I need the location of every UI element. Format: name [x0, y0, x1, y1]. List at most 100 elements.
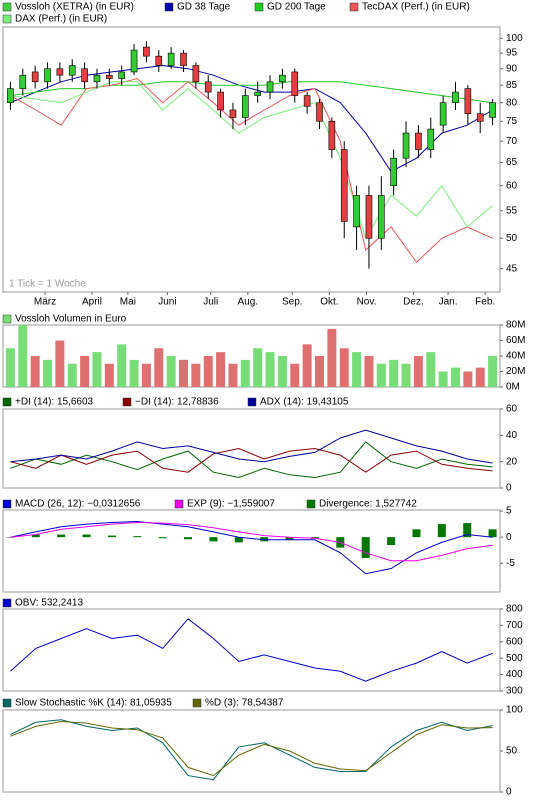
- candle-body: [316, 102, 323, 122]
- candle-body: [106, 74, 113, 79]
- y-tick-label: 0: [506, 532, 512, 543]
- divergence-bar: [184, 537, 193, 540]
- candle-body: [192, 65, 200, 83]
- divergence-bar: [463, 523, 472, 538]
- legend-swatch: [2, 314, 12, 324]
- x-tick-label: Aug.: [238, 297, 259, 308]
- volume-bar: [43, 359, 53, 387]
- volume-bar: [314, 356, 324, 387]
- legend-swatch: [2, 598, 12, 608]
- volume-bar: [426, 352, 436, 387]
- divergence-bar: [31, 534, 40, 538]
- x-tick-label: Juli: [203, 297, 218, 308]
- legend-label: Vossloh Volumen in Euro: [15, 314, 127, 325]
- legend-label: +DI (14): 15,6603: [15, 397, 94, 408]
- line-series: [10, 441, 493, 479]
- candle-body: [31, 71, 39, 83]
- legend-label: Vossloh (XETRA) (in EUR): [15, 2, 134, 13]
- y-tick-label: 40: [506, 430, 518, 441]
- y-tick-label: 100: [506, 705, 523, 716]
- legend-swatch: [2, 397, 12, 407]
- candle-body: [155, 55, 163, 66]
- y-tick-label: 20: [506, 456, 518, 467]
- candle-body: [93, 74, 101, 83]
- y-tick-label: 100: [506, 33, 523, 44]
- y-tick-label: 20M: [506, 366, 525, 377]
- volume-bar: [154, 348, 164, 387]
- legend-label: Slow Stochastic %K (14): 81,05935: [15, 698, 172, 709]
- volume-bar: [92, 352, 102, 387]
- volume-bar: [463, 371, 473, 387]
- candle-body: [143, 46, 150, 57]
- y-tick-label: 50: [506, 233, 518, 244]
- candle-body: [204, 81, 212, 93]
- volume-bar: [265, 352, 275, 387]
- legend-label: Divergence: 1,527742: [319, 499, 417, 510]
- y-tick-label: 400: [506, 669, 523, 680]
- volume-bar: [277, 356, 287, 387]
- legend-swatch: [192, 698, 202, 708]
- divergence-bar: [209, 537, 218, 542]
- legend-swatch: [2, 2, 12, 12]
- y-tick-label: 95: [506, 48, 518, 59]
- y-tick-label: 40M: [506, 351, 525, 362]
- y-tick-label: 800: [506, 604, 523, 615]
- plot-frame: [2, 26, 501, 293]
- candle-body: [402, 132, 410, 159]
- volume-bar: [80, 356, 90, 387]
- legend-label: MACD (26, 12): −0,0312656: [15, 499, 141, 510]
- volume-bar: [67, 363, 77, 387]
- line-series: [10, 521, 493, 562]
- divergence-bar: [412, 529, 421, 538]
- candle-body: [353, 195, 360, 228]
- candle-body: [439, 102, 447, 126]
- divergence-bar: [285, 537, 294, 540]
- divergence-bar: [57, 534, 66, 538]
- y-tick-label: 600: [506, 636, 523, 647]
- candle-body: [427, 128, 435, 150]
- y-tick-label: 90: [506, 63, 518, 74]
- legend-swatch: [122, 397, 132, 407]
- y-tick-label: 80: [506, 97, 518, 108]
- divergence-bar: [158, 537, 167, 539]
- legend-swatch: [164, 2, 174, 12]
- volume-bar: [240, 359, 250, 387]
- divergence-bar: [234, 537, 243, 543]
- volume-bar: [203, 356, 213, 387]
- candle-body: [279, 74, 286, 83]
- candle-body: [476, 113, 484, 122]
- candle-body: [415, 132, 422, 150]
- volume-bar: [216, 352, 226, 387]
- volume-bar: [401, 363, 411, 387]
- legend-swatch: [2, 698, 12, 708]
- legend-swatch: [247, 397, 257, 407]
- divergence-bar: [6, 537, 15, 538]
- line-series: [10, 429, 493, 464]
- legend-swatch: [349, 2, 359, 12]
- candle-body: [254, 91, 261, 96]
- legend-label: OBV: 532,2413: [15, 598, 83, 609]
- divergence-bar: [488, 529, 497, 538]
- candle-body: [217, 91, 224, 111]
- legend-swatch: [174, 499, 184, 509]
- divergence-bar: [133, 536, 142, 538]
- y-tick-label: 85: [506, 80, 518, 91]
- divergence-bar: [437, 524, 446, 538]
- volume-bar: [55, 340, 65, 387]
- legend-swatch: [306, 499, 316, 509]
- plot-frame: [2, 509, 501, 593]
- volume-bar: [141, 363, 151, 387]
- y-tick-label: 45: [506, 263, 518, 274]
- candle-body: [68, 65, 76, 76]
- volume-bar: [117, 344, 127, 387]
- divergence-bar: [107, 535, 116, 538]
- y-tick-label: 0: [506, 787, 512, 798]
- volume-bar: [413, 356, 423, 387]
- volume-bar: [228, 363, 238, 387]
- y-tick-label: -5: [506, 558, 515, 569]
- volume-bar: [376, 363, 386, 387]
- y-tick-label: 60: [506, 180, 518, 191]
- candle-body: [489, 102, 496, 118]
- candle-body: [291, 71, 299, 96]
- legend-label: GD 38 Tage: [177, 2, 231, 13]
